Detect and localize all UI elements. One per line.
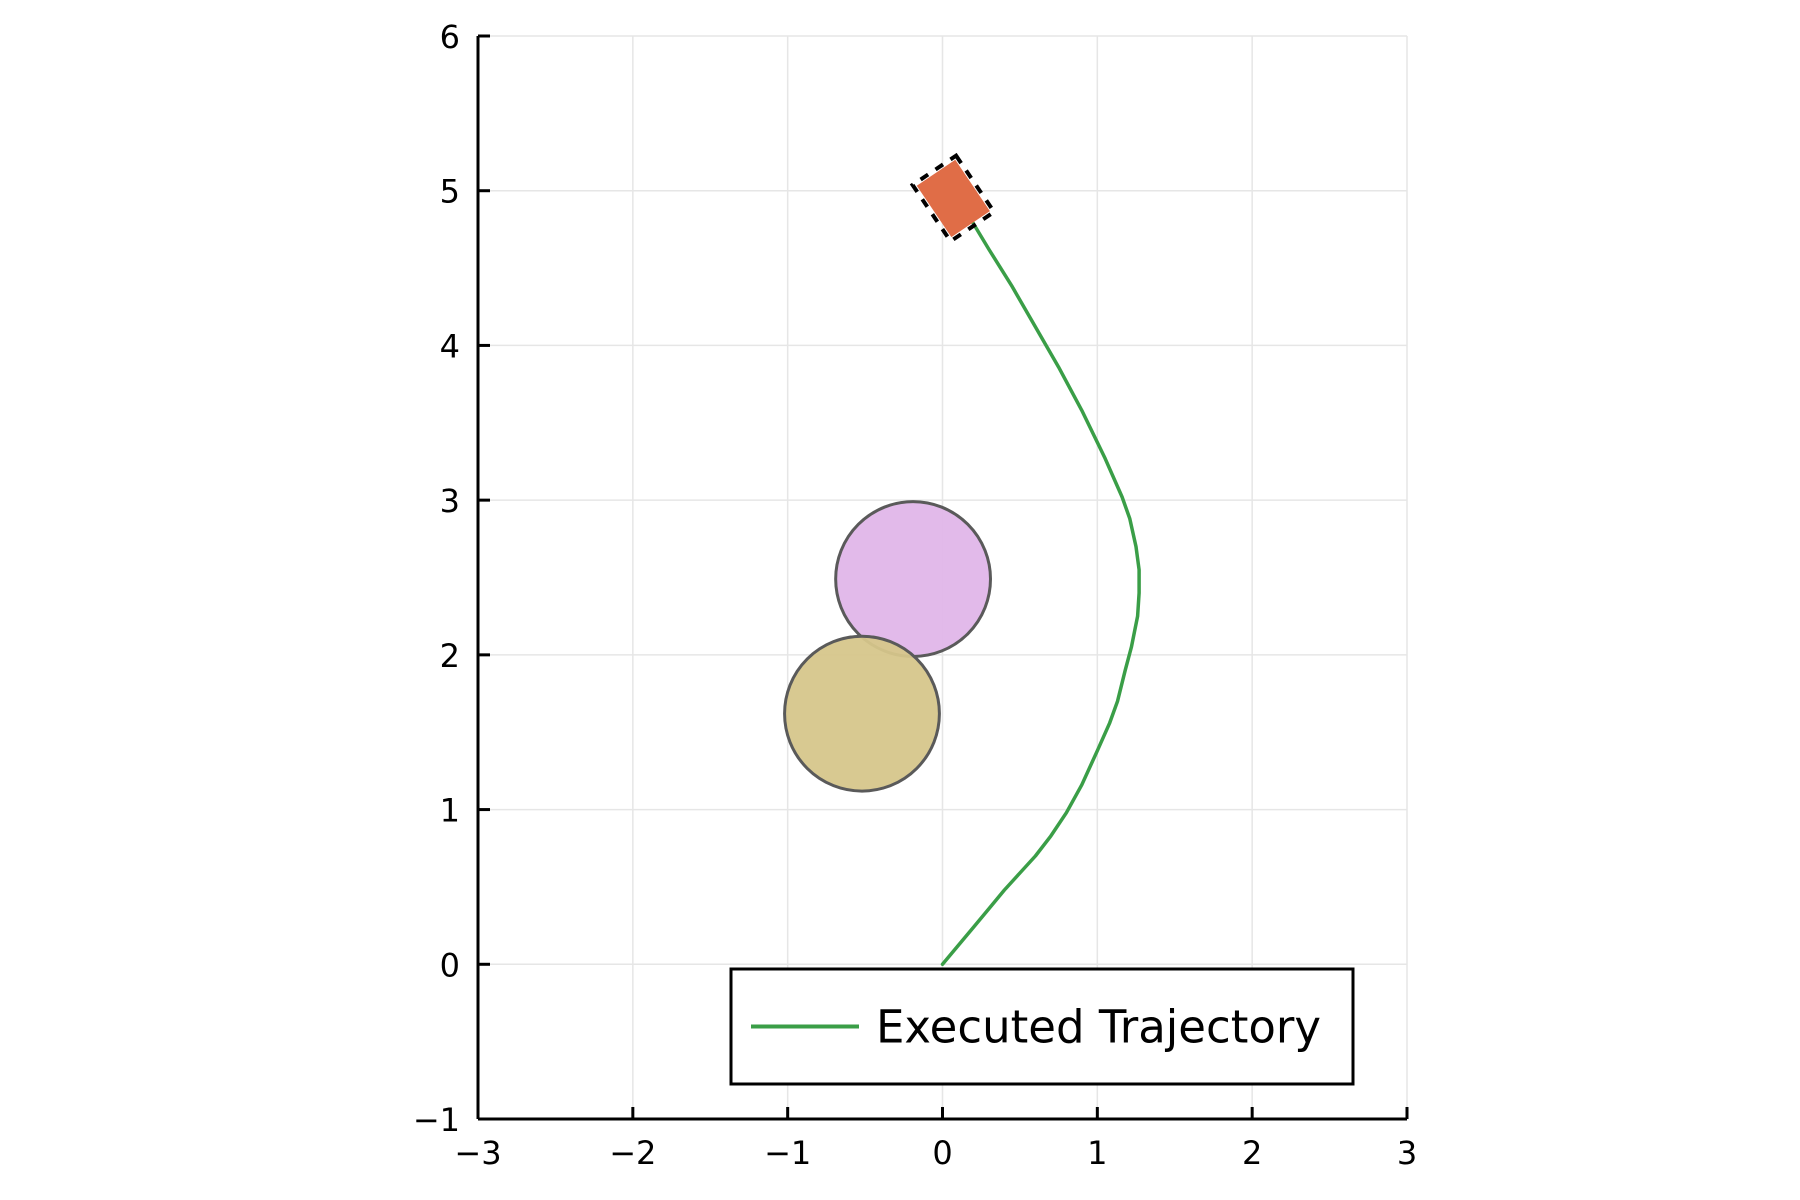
x-tick-label: −1 (764, 1134, 811, 1172)
y-tick-label: 5 (440, 173, 460, 211)
legend: Executed Trajectory (729, 967, 1355, 1086)
y-tick-label: 6 (440, 18, 460, 56)
x-tick-label: −3 (454, 1134, 501, 1172)
obstacle-circle-1 (834, 500, 992, 658)
robot-body (916, 159, 990, 238)
robot-body-group (909, 152, 997, 245)
y-tick-label: 0 (440, 946, 460, 984)
series-line-0 (940, 199, 1141, 967)
obstacle-circle-2 (783, 634, 941, 793)
obstacles (783, 500, 992, 793)
x-tick-label: 0 (932, 1134, 952, 1172)
y-tick-label: 1 (440, 792, 460, 830)
trajectory-series (940, 199, 1141, 967)
y-tick-label: 4 (440, 327, 460, 365)
x-tick-label: −2 (609, 1134, 656, 1172)
robot-marker (909, 152, 997, 245)
x-tick-label: 1 (1087, 1134, 1107, 1172)
axes: −3 −2 −1 0 1 2 3 −1 0 1 2 3 4 5 6 (413, 18, 1417, 1172)
legend-label-0: Executed Trajectory (876, 1001, 1321, 1054)
y-tick-label: 3 (440, 482, 460, 520)
y-tick-label: 2 (440, 637, 460, 675)
robot-outline (909, 152, 997, 245)
x-tick-label: 2 (1242, 1134, 1262, 1172)
y-tick-label: −1 (413, 1101, 460, 1139)
x-tick-label: 3 (1397, 1134, 1417, 1172)
